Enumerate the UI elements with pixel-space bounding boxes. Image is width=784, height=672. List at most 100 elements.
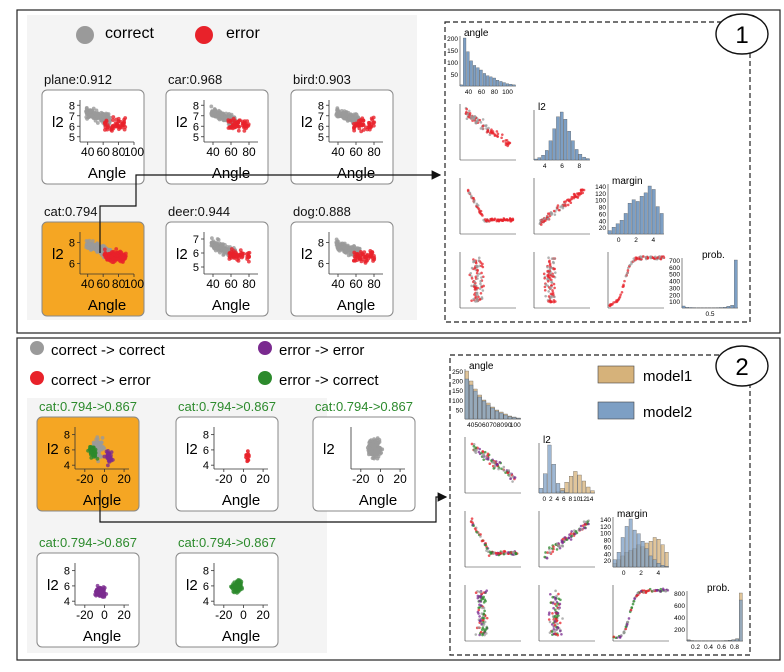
data-point [475, 531, 478, 534]
data-point [502, 466, 505, 469]
data-point [550, 279, 553, 282]
data-point [623, 631, 626, 634]
y-tick-label: 4 [64, 596, 70, 608]
data-point [473, 200, 476, 203]
data-point [550, 295, 553, 298]
data-point [484, 621, 487, 624]
data-point [115, 118, 119, 122]
legend-swatch-error-error [258, 341, 272, 355]
data-point [549, 274, 552, 277]
data-point [471, 277, 474, 280]
data-point [237, 129, 241, 133]
data-point [507, 551, 510, 554]
x-axis-label: Angle [212, 297, 250, 314]
data-point [469, 272, 472, 275]
data-point [556, 542, 559, 545]
data-point [556, 548, 559, 551]
legend-label-error-error: error -> error [279, 342, 364, 359]
data-point [471, 517, 474, 520]
histogram-y-tick-label: 100 [447, 60, 458, 67]
data-point [554, 590, 557, 593]
data-point [86, 115, 90, 119]
histogram-bar [467, 52, 470, 86]
data-point [639, 255, 642, 258]
data-point [505, 142, 508, 145]
data-point [477, 259, 480, 262]
data-point [470, 285, 473, 288]
histogram-y-tick-label: 700 [669, 258, 680, 265]
x-tick-label: 0 [377, 472, 384, 486]
data-point [619, 636, 622, 639]
data-point [551, 612, 554, 615]
data-point [566, 199, 569, 202]
data-point [543, 556, 546, 559]
data-point [555, 595, 558, 598]
histogram-bar [636, 201, 639, 234]
data-point [477, 597, 480, 600]
data-point [543, 277, 546, 280]
data-point [496, 130, 499, 133]
data-point [551, 630, 554, 633]
data-point [569, 201, 572, 204]
histogram-bar [506, 84, 509, 86]
data-point [491, 217, 494, 220]
data-point [483, 617, 486, 620]
data-point [551, 550, 554, 553]
scatter-card-title: cat:0.794 [44, 204, 98, 219]
x-tick-label: 60 [349, 277, 363, 291]
data-point [556, 207, 559, 210]
histogram-bar [560, 112, 563, 160]
data-point [625, 626, 628, 629]
data-point [489, 551, 492, 554]
data-point [465, 108, 468, 111]
data-point [627, 269, 630, 272]
histogram-x-tick-label: 0 [542, 496, 546, 503]
data-point [554, 624, 557, 627]
y-tick-label: 4 [64, 460, 70, 472]
data-point [482, 118, 485, 121]
histogram-x-tick-label: 6 [560, 163, 564, 170]
data-point [645, 256, 648, 259]
histogram-bar [480, 70, 483, 86]
y-tick-label: 8 [203, 430, 209, 442]
histogram-y-tick-label: 600 [669, 265, 680, 272]
data-point [474, 446, 477, 449]
data-point [547, 290, 550, 293]
data-point [356, 253, 360, 257]
data-point [480, 272, 483, 275]
histogram-bar [731, 305, 734, 308]
data-point [497, 552, 500, 555]
data-point [549, 268, 552, 271]
data-point [94, 438, 98, 442]
data-point [474, 633, 477, 636]
histogram-bar [641, 541, 644, 567]
histogram-bar [739, 600, 742, 641]
x-tick-label: 40 [206, 277, 220, 291]
histogram-bar [613, 560, 616, 567]
histogram-bar [640, 196, 643, 234]
data-point [556, 634, 559, 637]
histogram-bar [653, 560, 656, 567]
data-point [96, 112, 100, 116]
x-tick-label: 80 [367, 145, 381, 159]
data-point [622, 285, 625, 288]
data-point [503, 469, 506, 472]
data-point [549, 593, 552, 596]
histogram-y-tick-label: 200 [452, 379, 463, 386]
data-point [550, 301, 553, 304]
x-tick-label: -20 [76, 608, 94, 622]
histogram-x-tick-label: 4 [555, 496, 559, 503]
data-point [478, 448, 481, 451]
data-point [587, 523, 590, 526]
data-point [490, 459, 493, 462]
data-point [476, 292, 479, 295]
data-point [548, 618, 551, 621]
histogram-y-tick-label: 40 [604, 551, 612, 558]
legend-swatch-error-correct [258, 371, 272, 385]
histogram-bar [553, 129, 556, 160]
y-tick-label: 5 [318, 132, 324, 144]
histogram-bar [504, 415, 508, 419]
data-point [471, 443, 474, 446]
y-tick-label: 6 [64, 445, 70, 457]
